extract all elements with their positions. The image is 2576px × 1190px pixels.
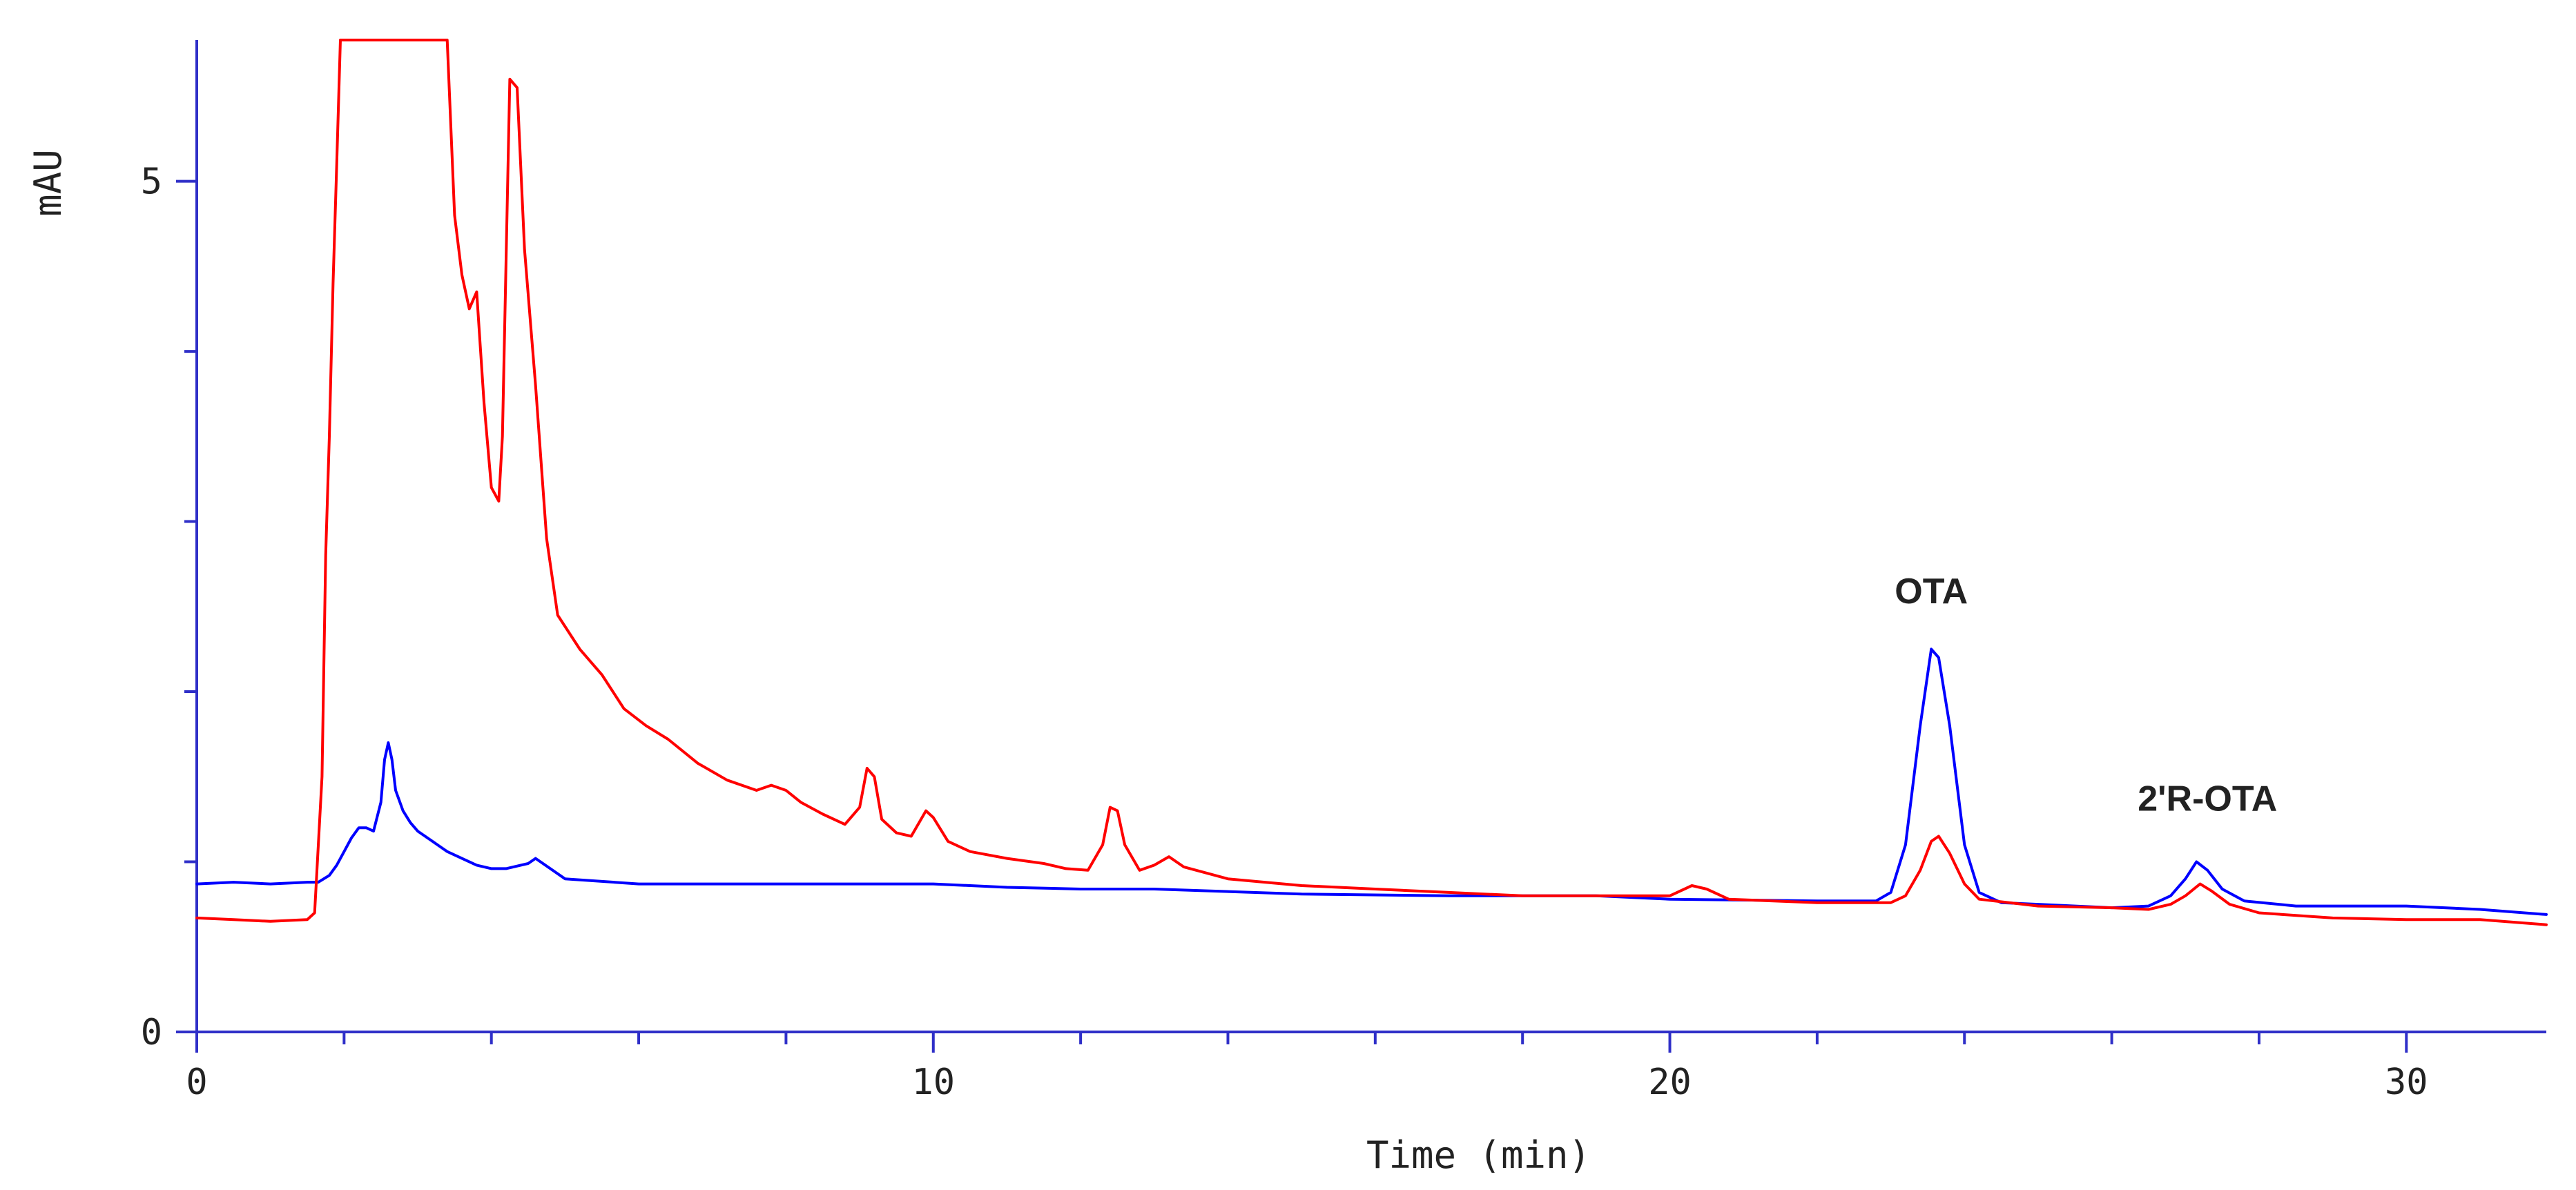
x-tick-label: 30: [2385, 1062, 2428, 1103]
y-axis-ticks: [176, 179, 197, 1033]
peak-label-2r-ota: 2'R-OTA: [2138, 779, 2277, 819]
x-axis-tick-labels: 0 10 20 30: [186, 1062, 2428, 1103]
x-tick-label: 0: [186, 1062, 207, 1103]
x-tick-label: 20: [1648, 1062, 1692, 1103]
peak-annotations: OTA 2'R-OTA: [1895, 572, 2277, 819]
y-axis-title: mAU: [26, 149, 70, 217]
y-axis-tick-labels: 05: [141, 162, 162, 1053]
peak-label-ota: OTA: [1895, 572, 1968, 612]
series-line-red: [195, 39, 2548, 926]
x-tick-label: 10: [911, 1062, 955, 1103]
x-axis-title: Time (min): [1366, 1133, 1591, 1177]
x-axis-ticks: [195, 1032, 2408, 1053]
y-tick-label: 5: [141, 162, 162, 203]
chromatogram-series: [195, 39, 2548, 926]
y-tick-label: 0: [141, 1012, 162, 1053]
